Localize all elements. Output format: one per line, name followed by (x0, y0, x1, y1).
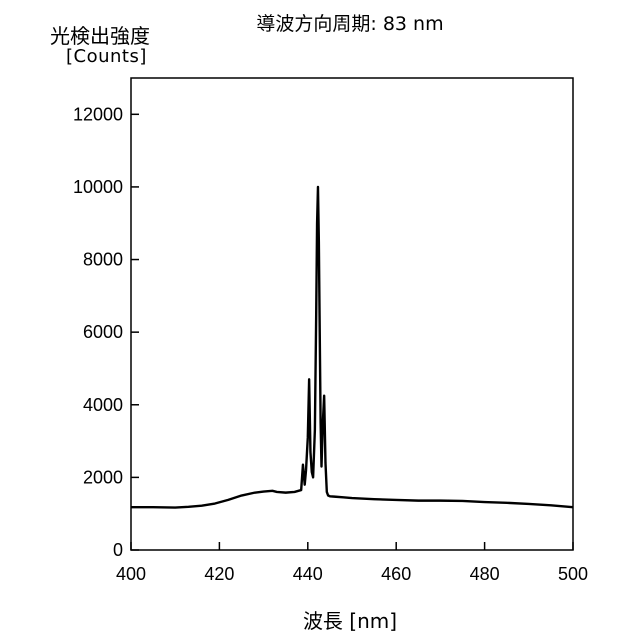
plot-frame (131, 78, 573, 550)
spectrum-line (131, 187, 573, 508)
y-tick-label: 8000 (83, 250, 123, 270)
y-tick-label: 6000 (83, 322, 123, 342)
y-tick-label: 4000 (83, 395, 123, 415)
x-tick-label: 480 (470, 564, 500, 584)
y-tick-label: 0 (113, 540, 123, 560)
y-tick-label: 2000 (83, 467, 123, 487)
x-tick-label: 400 (116, 564, 146, 584)
x-tick-label: 440 (293, 564, 323, 584)
y-tick-label: 12000 (73, 104, 123, 124)
x-tick-label: 500 (558, 564, 588, 584)
y-tick-label: 10000 (73, 177, 123, 197)
x-tick-label: 420 (204, 564, 234, 584)
x-tick-label: 460 (381, 564, 411, 584)
